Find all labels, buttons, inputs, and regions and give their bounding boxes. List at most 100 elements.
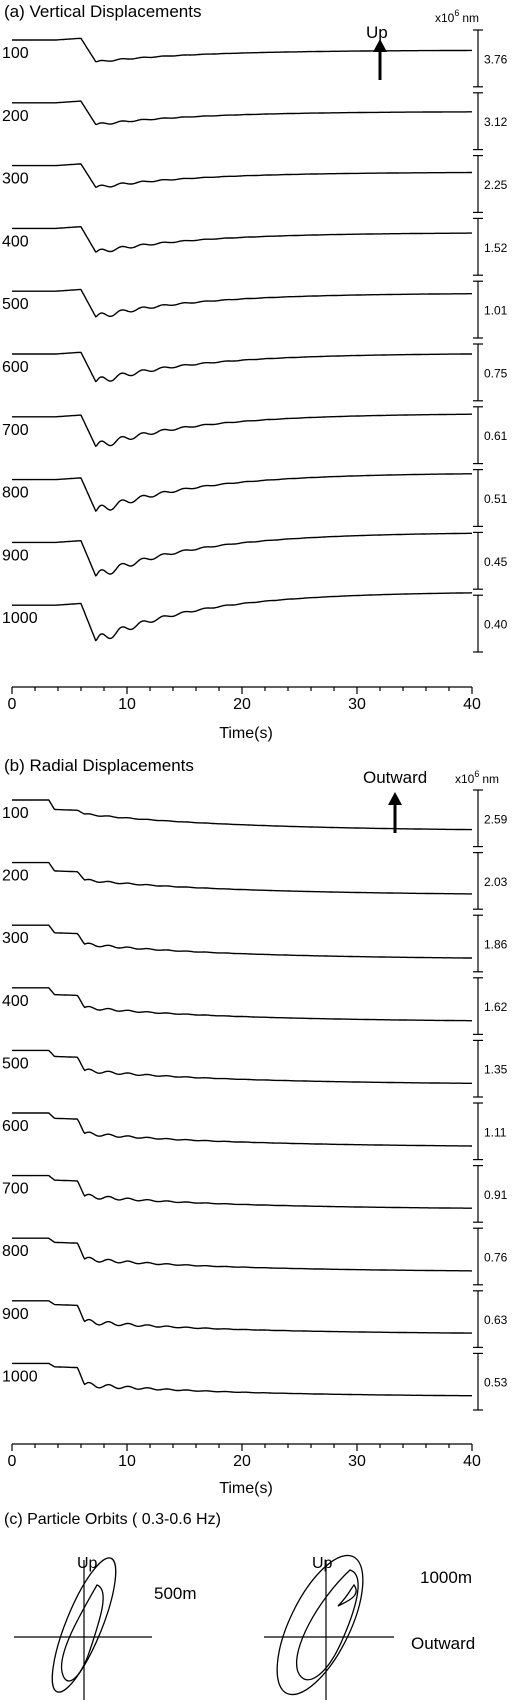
- b-scale-value-100: 2.59: [484, 812, 508, 826]
- b-trace-100: [12, 799, 472, 831]
- orbit-1000m-middle-loop: [296, 1569, 359, 1681]
- b-trace-200: [12, 861, 472, 895]
- b-scale-value-500: 1.35: [484, 1063, 508, 1077]
- a-x-tick-label-0: 0: [8, 696, 17, 713]
- b-x-tick-label-30: 30: [348, 1453, 366, 1470]
- panel-a-title: (a) Vertical Displacements: [4, 2, 201, 21]
- a-scale-value-800: 0.51: [484, 492, 508, 506]
- panel-b-traces: 100 2.59 200 2.03 300 1.86 400 1.62 500 1.35 600 1.…: [2, 789, 508, 1411]
- b-x-tick-label-40: 40: [463, 1453, 481, 1470]
- orbit-1000m-label: 1000m: [420, 1568, 472, 1587]
- panel-b-outward-arrow: [388, 792, 402, 833]
- a-trace-400: [12, 226, 472, 253]
- a-trace-label-500: 500: [2, 296, 29, 313]
- b-scale-value-400: 1.62: [484, 1000, 508, 1014]
- a-scale-value-300: 2.25: [484, 178, 508, 192]
- a-trace-label-700: 700: [2, 422, 29, 439]
- b-scale-bar-1000: [473, 1352, 483, 1411]
- b-trace-label-400: 400: [2, 993, 29, 1010]
- panel-c-title: (c) Particle Orbits ( 0.3-0.6 Hz): [4, 1511, 221, 1528]
- b-trace-600: [12, 1112, 472, 1147]
- a-scale-value-900: 0.45: [484, 555, 508, 569]
- b-scale-bar-300: [473, 914, 483, 973]
- a-scale-bar-600: [473, 343, 483, 402]
- a-trace-label-600: 600: [2, 359, 29, 376]
- orbit-500m: Up 500m: [14, 1555, 197, 1700]
- b-trace-label-800: 800: [2, 1243, 29, 1260]
- b-trace-label-100: 100: [2, 805, 29, 822]
- a-trace-label-300: 300: [2, 171, 29, 188]
- b-scale-value-200: 2.03: [484, 875, 508, 889]
- a-scale-bar-700: [473, 406, 483, 465]
- a-trace-800: [12, 473, 473, 512]
- panel-b-x-axis-label: Time(s): [219, 1480, 273, 1497]
- a-scale-bar-400: [473, 217, 483, 276]
- b-scale-bar-500: [473, 1039, 483, 1098]
- b-trace-label-500: 500: [2, 1055, 29, 1072]
- a-trace-1000: [12, 592, 472, 642]
- b-trace-400: [12, 987, 472, 1022]
- a-scale-bar-200: [473, 92, 483, 151]
- panel-a-unit-label: x106 nm: [435, 8, 479, 25]
- a-trace-label-200: 200: [2, 108, 29, 125]
- a-trace-200: [12, 100, 472, 126]
- b-scale-bar-700: [473, 1164, 483, 1223]
- b-scale-bar-900: [473, 1290, 483, 1349]
- orbit-500m-inner-loop: [60, 1584, 104, 1682]
- a-trace-label-800: 800: [2, 485, 29, 502]
- panel-a-x-axis: 0 10 20 30 40: [8, 686, 481, 713]
- a-scale-value-100: 3.76: [484, 52, 508, 66]
- b-trace-300: [12, 924, 472, 959]
- a-scale-bar-100: [473, 29, 483, 88]
- a-scale-bar-800: [473, 469, 483, 528]
- a-x-tick-label-10: 10: [118, 696, 136, 713]
- a-x-tick-label-40: 40: [463, 696, 481, 713]
- b-scale-value-600: 1.11: [484, 1125, 507, 1139]
- orbit-500m-outer-loop: [51, 1557, 117, 1693]
- a-scale-bar-900: [473, 531, 483, 590]
- b-trace-label-1000: 1000: [2, 1368, 38, 1385]
- b-scale-bar-800: [473, 1227, 483, 1286]
- orbit-1000m-up-label: Up: [312, 1555, 333, 1572]
- b-trace-label-200: 200: [2, 868, 29, 885]
- b-x-tick-label-20: 20: [233, 1453, 251, 1470]
- a-trace-label-1000: 1000: [2, 610, 38, 627]
- a-trace-label-900: 900: [2, 547, 29, 564]
- panel-a-direction-label: Up: [366, 23, 388, 42]
- b-x-tick-label-0: 0: [8, 1453, 17, 1470]
- b-scale-bar-100: [473, 789, 483, 848]
- a-scale-value-400: 1.52: [484, 241, 508, 255]
- b-scale-bar-400: [473, 977, 483, 1036]
- b-trace-700: [12, 1174, 472, 1209]
- panel-b-direction-label: Outward: [363, 768, 427, 787]
- b-trace-900: [12, 1300, 472, 1334]
- b-x-tick-label-10: 10: [118, 1453, 136, 1470]
- a-scale-value-600: 0.75: [484, 366, 508, 380]
- a-scale-bar-500: [473, 280, 483, 339]
- a-scale-value-500: 1.01: [484, 304, 508, 318]
- panel-a-traces: 100 3.76 200 3.12 300 2.25 400 1.52 500 1.01 600 0.…: [2, 29, 508, 653]
- a-scale-value-1000: 0.40: [484, 618, 508, 632]
- a-scale-value-700: 0.61: [484, 429, 508, 443]
- b-scale-value-300: 1.86: [484, 938, 508, 952]
- b-scale-value-1000: 0.53: [484, 1376, 508, 1390]
- a-scale-bar-1000: [473, 594, 483, 653]
- a-trace-label-100: 100: [2, 45, 29, 62]
- a-trace-600: [12, 351, 472, 383]
- a-x-tick-label-30: 30: [348, 696, 366, 713]
- orbit-1000m: Up 1000m Outward: [264, 1554, 475, 1700]
- a-trace-label-400: 400: [2, 233, 29, 250]
- panel-b-title: (b) Radial Displacements: [4, 756, 194, 775]
- b-trace-label-900: 900: [2, 1306, 29, 1323]
- a-scale-value-200: 3.12: [484, 115, 508, 129]
- b-trace-label-700: 700: [2, 1181, 29, 1198]
- panel-b-unit-label: x106 nm: [455, 769, 499, 786]
- a-scale-bar-300: [473, 155, 483, 213]
- orbit-500m-label: 500m: [154, 1584, 197, 1603]
- panel-a-up-arrow: [373, 39, 387, 80]
- b-trace-1000: [12, 1362, 472, 1397]
- a-x-tick-label-20: 20: [233, 696, 251, 713]
